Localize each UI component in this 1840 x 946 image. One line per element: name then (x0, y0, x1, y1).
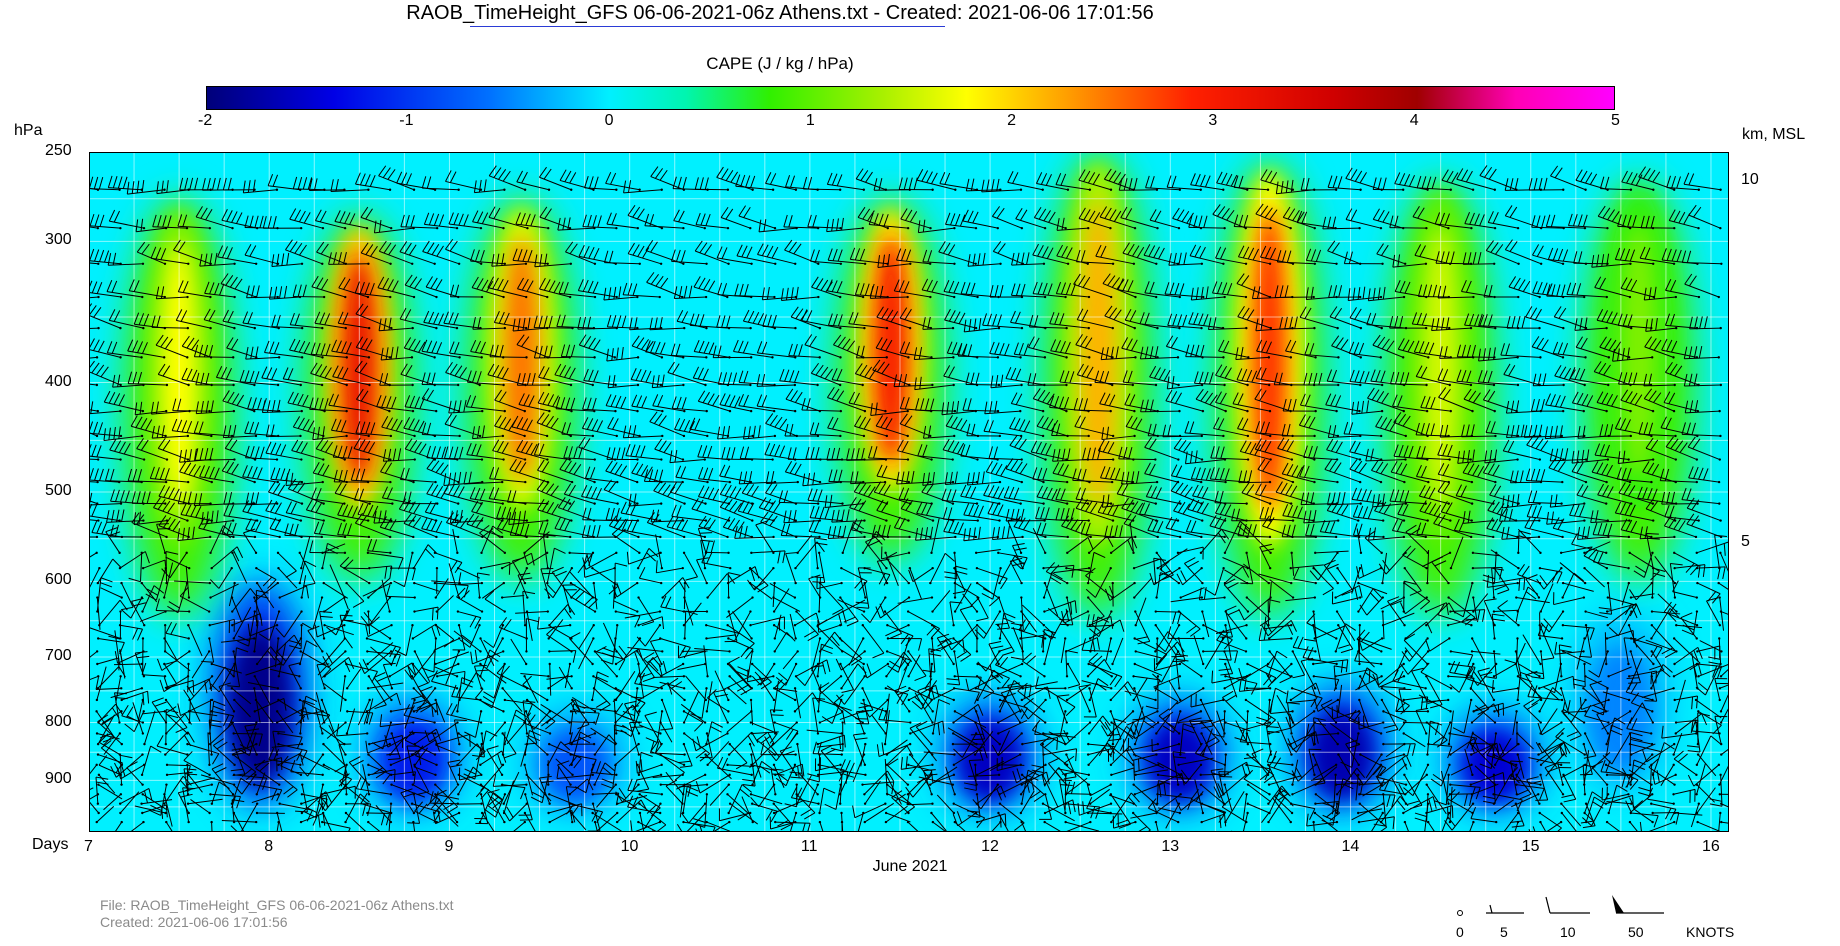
cape-maximum-core (873, 236, 909, 464)
colorbar-tick-label: 2 (1007, 112, 1016, 130)
y2-tick-label: 5 (1741, 533, 1750, 551)
y-axis-label: hPa (14, 122, 42, 140)
y-tick-label: 500 (45, 482, 72, 500)
y-tick-label: 600 (45, 571, 72, 589)
y-tick-label: 400 (45, 373, 72, 391)
footer-file: File: RAOB_TimeHeight_GFS 06-06-2021-06z… (100, 897, 454, 913)
colorbar-gradient (206, 86, 1615, 110)
colorbar-tick-label: 4 (1410, 112, 1419, 130)
x-tick-label: 11 (801, 838, 818, 856)
x-tick-label: 13 (1161, 838, 1179, 856)
legend-label-50: 50 (1628, 924, 1644, 940)
x-tick-label: 16 (1702, 838, 1720, 856)
x-tick-label: 12 (981, 838, 999, 856)
legend-label-10: 10 (1560, 924, 1576, 940)
y2-axis-label: km, MSL (1742, 126, 1805, 144)
colorbar-tick-label: 1 (806, 112, 815, 130)
y-tick-label: 700 (45, 647, 72, 665)
colorbar-tick-label: 5 (1611, 112, 1620, 130)
x-tick-label: 7 (84, 838, 93, 856)
colorbar-tick-label: -2 (198, 112, 212, 130)
x-tick-label: 8 (264, 838, 273, 856)
y-tick-label: 300 (45, 231, 72, 249)
footer-created: Created: 2021-06-06 17:01:56 (100, 914, 288, 930)
time-height-plot (89, 152, 1729, 832)
x-tick-label: 9 (444, 838, 453, 856)
plot-svg (89, 152, 1729, 832)
month-label: June 2021 (0, 858, 1820, 876)
y-tick-label: 900 (45, 770, 72, 788)
colorbar-tick-label: -1 (399, 112, 413, 130)
wind-barb-legend: 0 5 10 50 KNOTS (1440, 893, 1820, 941)
x-axis-label: Days (32, 836, 68, 854)
colorbar-tick-label: 3 (1208, 112, 1217, 130)
legend-label-5: 5 (1500, 924, 1508, 940)
x-tick-label: 10 (621, 838, 639, 856)
x-tick-label: 15 (1522, 838, 1540, 856)
x-tick-label: 14 (1342, 838, 1360, 856)
y2-tick-label: 10 (1741, 171, 1759, 189)
chart-title: RAOB_TimeHeight_GFS 06-06-2021-06z Athen… (0, 2, 1560, 25)
cape-maximum-core (1080, 200, 1116, 509)
title-underline (470, 26, 945, 27)
cape-maximum-core (504, 238, 540, 481)
y-tick-label: 800 (45, 713, 72, 731)
colorbar-tick-label: 0 (605, 112, 614, 130)
y-tick-label: 250 (45, 142, 72, 160)
calm-barb-icon (1458, 911, 1463, 916)
colorbar-title: CAPE (J / kg / hPa) (0, 54, 1560, 74)
legend-units: KNOTS (1686, 924, 1734, 940)
legend-label-0: 0 (1456, 924, 1464, 940)
cape-maximum-core (1251, 209, 1287, 510)
